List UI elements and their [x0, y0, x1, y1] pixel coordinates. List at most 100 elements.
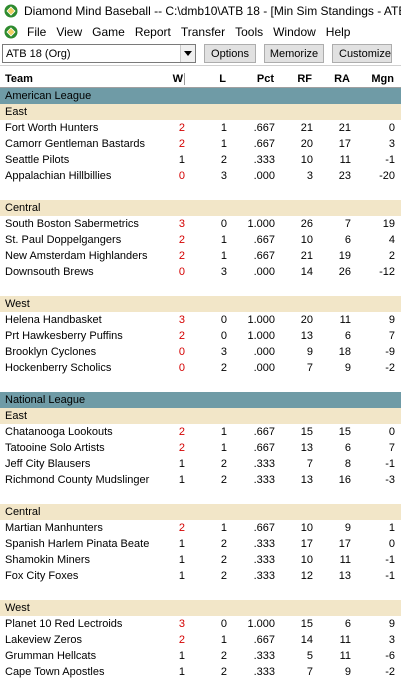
pct-cell: .333 — [253, 666, 275, 678]
table-row[interactable]: Planet 10 Red Lectroids 3 0 1.000 15 6 9 — [0, 616, 401, 632]
table-row[interactable]: Helena Handbasket 3 0 1.000 20 11 9 — [0, 312, 401, 328]
losses-cell: 0 — [220, 330, 227, 342]
league-spacer — [0, 376, 401, 392]
pct-cell: 1.000 — [247, 218, 275, 230]
losses-cell: 1 — [220, 522, 227, 534]
menu-help[interactable]: Help — [325, 25, 351, 39]
team-name-cell: Downsouth Brews — [5, 266, 94, 278]
pct-cell: 1.000 — [247, 618, 275, 630]
margin-cell: 2 — [388, 250, 395, 262]
team-name-cell: Appalachian Hillbillies — [5, 170, 112, 182]
table-row[interactable]: Richmond County Mudslinger 1 2 .333 13 16 -3 — [0, 472, 401, 488]
pct-cell: 1.000 — [247, 330, 275, 342]
losses-cell: 1 — [220, 442, 227, 454]
column-header-ra[interactable]: RA — [334, 72, 350, 85]
wins-cell: 1 — [178, 154, 185, 166]
losses-cell: 1 — [220, 250, 227, 262]
losses-cell: 0 — [220, 618, 227, 630]
table-row[interactable]: Shamokin Miners 1 2 .333 10 11 -1 — [0, 552, 401, 568]
wins-cell: 0 — [178, 346, 185, 358]
table-row[interactable]: Chatanooga Lookouts 2 1 .667 15 15 0 — [0, 424, 401, 440]
menu-window[interactable]: Window — [273, 25, 316, 39]
runs-against-cell: 17 — [338, 138, 351, 150]
column-header-pct[interactable]: Pct — [256, 72, 274, 85]
margin-cell: 7 — [388, 442, 395, 454]
runs-for-cell: 20 — [300, 314, 313, 326]
table-row[interactable]: Cape Town Apostles 1 2 .333 7 9 -2 — [0, 664, 401, 680]
table-row[interactable]: South Boston Sabermetrics 3 0 1.000 26 7 19 — [0, 216, 401, 232]
losses-cell: 2 — [220, 474, 227, 486]
runs-for-cell: 20 — [300, 138, 313, 150]
menu-tools[interactable]: Tools — [235, 25, 264, 39]
table-row[interactable]: New Amsterdam Highlanders 2 1.667 21 19 2 — [0, 248, 401, 264]
division-header-row: Central — [0, 504, 401, 520]
column-header-l[interactable]: L — [219, 72, 226, 85]
margin-cell: 9 — [388, 618, 395, 630]
runs-against-cell: 6 — [344, 618, 351, 630]
runs-against-cell: 11 — [339, 634, 351, 646]
table-row[interactable]: Downsouth Brews 0 3 .000 14 26 -12 — [0, 264, 401, 280]
column-header-mgn[interactable]: Mgn — [371, 72, 394, 85]
customize-button[interactable]: Customize — [332, 44, 392, 63]
pct-cell: .333 — [253, 154, 275, 166]
menu-file[interactable]: File — [27, 25, 47, 39]
table-row[interactable]: Tatooine Solo Artists 2 1 .667 13 6 7 — [0, 440, 401, 456]
team-name-cell: Martian Manhunters — [5, 522, 103, 534]
wins-cell: 2 — [178, 426, 185, 438]
wins-cell: 1 — [178, 650, 185, 662]
menu-game[interactable]: Game — [92, 25, 125, 39]
pct-cell: .667 — [253, 138, 275, 150]
runs-for-cell: 10 — [300, 234, 313, 246]
runs-for-cell: 10 — [300, 554, 313, 566]
table-row[interactable]: Fort Worth Hunters 2 1.667 21 21 0 — [0, 120, 401, 136]
table-row[interactable]: Fox City Foxes 1 2.333 12 13 -1 — [0, 568, 401, 584]
table-row[interactable]: Prt Hawkesberry Puffins 2 0 1.000 13 6 7 — [0, 328, 401, 344]
runs-against-cell: 13 — [338, 570, 351, 582]
losses-cell: 1 — [220, 122, 227, 134]
losses-cell: 2 — [220, 154, 227, 166]
runs-against-cell: 11 — [339, 154, 351, 166]
runs-for-cell: 5 — [306, 650, 313, 662]
pct-cell: .333 — [253, 570, 275, 582]
runs-for-cell: 13 — [300, 474, 313, 486]
table-row[interactable]: Seattle Pilots 1 2 .333 10 11 -1 — [0, 152, 401, 168]
document-system-menu-icon[interactable] — [4, 25, 18, 39]
options-button[interactable]: Options — [204, 44, 256, 63]
margin-cell: 3 — [388, 138, 395, 150]
table-row[interactable]: St. Paul Doppelgangers 2 1 .667 10 6 4 — [0, 232, 401, 248]
menu-view[interactable]: View — [56, 25, 83, 39]
column-header-w[interactable]: W — [150, 72, 185, 85]
runs-for-cell: 7 — [306, 458, 313, 470]
team-name-cell: Seattle Pilots — [5, 154, 70, 166]
table-row[interactable]: Jeff City Blausers 1 2 .333 7 8 -1 — [0, 456, 401, 472]
table-row[interactable]: Hockenberry Scholics 0 2 .000 7 9 -2 — [0, 360, 401, 376]
table-row[interactable]: Lakeview Zeros 2 1 .667 14 11 3 — [0, 632, 401, 648]
column-header-team[interactable]: Team — [5, 72, 33, 85]
wins-cell: 3 — [178, 218, 185, 230]
runs-for-cell: 21 — [300, 250, 313, 262]
margin-cell: 7 — [388, 330, 395, 342]
column-header-rf[interactable]: RF — [297, 72, 312, 85]
menu-transfer[interactable]: Transfer — [180, 25, 226, 39]
team-name-cell: Richmond County Mudslinger — [5, 474, 150, 486]
losses-cell: 2 — [220, 570, 227, 582]
table-row[interactable]: Martian Manhunters 2 1 .667 10 9 1 — [0, 520, 401, 536]
team-name-cell: Lakeview Zeros — [5, 634, 83, 646]
league-select[interactable]: ATB 18 (Org) — [2, 44, 196, 63]
table-row[interactable]: Grumman Hellcats 1 2 .333 5 11 -6 — [0, 648, 401, 664]
pct-cell: 1.000 — [247, 314, 275, 326]
losses-cell: 2 — [220, 362, 227, 374]
table-row[interactable]: Brooklyn Cyclones 0 3 .000 9 18 -9 — [0, 344, 401, 360]
table-row[interactable]: Appalachian Hillbillies 0 3 .000 3 23 -20 — [0, 168, 401, 184]
menu-report[interactable]: Report — [134, 25, 171, 39]
runs-against-cell: 15 — [338, 426, 351, 438]
chevron-down-icon[interactable] — [180, 45, 195, 62]
pct-cell: .667 — [253, 634, 275, 646]
table-row[interactable]: Spanish Harlem Pinata Beater 1 2 .333 17 17 0 — [0, 536, 401, 552]
pct-cell: .667 — [253, 522, 275, 534]
losses-cell: 1 — [220, 234, 227, 246]
margin-cell: 0 — [388, 538, 395, 550]
memorize-button[interactable]: Memorize — [264, 44, 324, 63]
table-row[interactable]: Camorr Gentleman Bastards 2 1 .667 20 17 3 — [0, 136, 401, 152]
margin-cell: -9 — [385, 346, 395, 358]
